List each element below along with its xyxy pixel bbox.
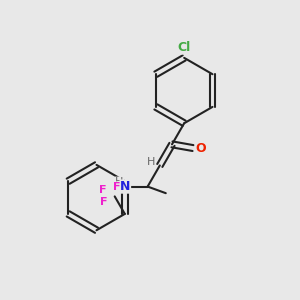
Text: F: F	[100, 197, 107, 207]
Text: N: N	[120, 180, 130, 193]
Text: O: O	[195, 142, 206, 154]
Text: Cl: Cl	[178, 41, 191, 54]
Text: H: H	[115, 177, 124, 187]
Text: F: F	[99, 185, 106, 195]
Text: F: F	[113, 182, 120, 192]
Text: H: H	[147, 158, 155, 167]
